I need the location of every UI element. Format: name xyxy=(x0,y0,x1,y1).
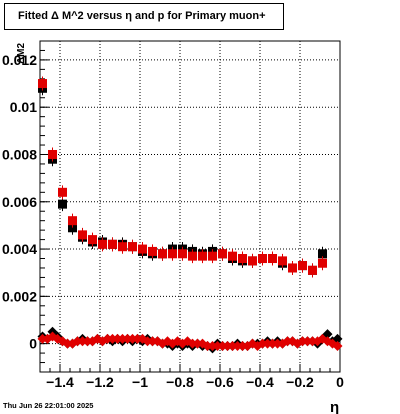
square-marker xyxy=(158,249,167,259)
square-marker xyxy=(228,251,237,261)
square-marker xyxy=(258,254,267,264)
square-marker xyxy=(218,249,227,259)
square-marker xyxy=(208,251,217,261)
square-marker xyxy=(128,242,137,252)
chart-title-box: Fitted Δ M^2 versus η and p for Primary … xyxy=(4,3,284,30)
square-marker xyxy=(168,249,177,259)
square-marker xyxy=(278,256,287,266)
square-marker xyxy=(108,239,117,249)
y-axis-label: ΔM2 xyxy=(16,42,27,64)
square-marker xyxy=(88,235,97,245)
x-tick-label: −0.4 xyxy=(246,374,274,390)
x-tick-label: −0.8 xyxy=(166,374,194,390)
y-tick-label: 0.01 xyxy=(10,99,37,115)
data-markers xyxy=(37,76,343,354)
square-marker xyxy=(248,256,257,266)
plot-frame xyxy=(39,40,341,373)
square-marker xyxy=(38,79,47,89)
square-marker xyxy=(138,244,147,254)
x-tick-label: −1.4 xyxy=(46,374,74,390)
grid-lines xyxy=(40,41,340,372)
square-marker xyxy=(188,251,197,261)
diamond-marker xyxy=(332,340,343,351)
y-tick-label: 0.006 xyxy=(2,194,37,210)
axis-ticks xyxy=(39,40,341,373)
chart-title: Fitted Δ M^2 versus η and p for Primary … xyxy=(18,10,266,22)
square-marker xyxy=(148,246,157,256)
x-tick-label: −1.2 xyxy=(86,374,114,390)
x-tick-label: 0 xyxy=(336,374,344,390)
y-tick-label: 0.002 xyxy=(2,288,37,304)
square-marker xyxy=(58,187,67,197)
footer-timestamp: Thu Jun 26 22:01:00 2025 xyxy=(3,401,94,410)
square-marker xyxy=(178,249,187,259)
square-marker xyxy=(268,254,277,264)
x-tick-label: −1 xyxy=(132,374,148,390)
square-marker xyxy=(98,239,107,249)
square-marker xyxy=(308,265,317,275)
x-tick-label: −0.6 xyxy=(206,374,234,390)
square-marker xyxy=(118,242,127,252)
square-marker xyxy=(68,223,77,233)
square-marker xyxy=(48,149,57,159)
square-marker xyxy=(298,261,307,271)
square-marker xyxy=(78,230,87,240)
y-tick-label: 0.004 xyxy=(2,241,37,257)
square-marker xyxy=(238,254,247,264)
x-axis-label: η xyxy=(330,399,339,414)
y-tick-label: 0.012 xyxy=(2,52,37,68)
square-marker xyxy=(198,251,207,261)
square-marker xyxy=(318,258,327,268)
x-tick-label: −0.2 xyxy=(286,374,314,390)
y-tick-label: 0 xyxy=(29,336,37,352)
tick-labels: −1.4 −1.2 −1 −0.8 −0.6 −0.4 −0.2 0 0 0.002 0.004 0.… xyxy=(2,52,344,390)
square-marker xyxy=(288,263,297,273)
y-tick-label: 0.008 xyxy=(2,146,37,162)
square-marker xyxy=(318,249,327,259)
square-marker xyxy=(68,216,77,226)
square-marker xyxy=(58,199,67,209)
